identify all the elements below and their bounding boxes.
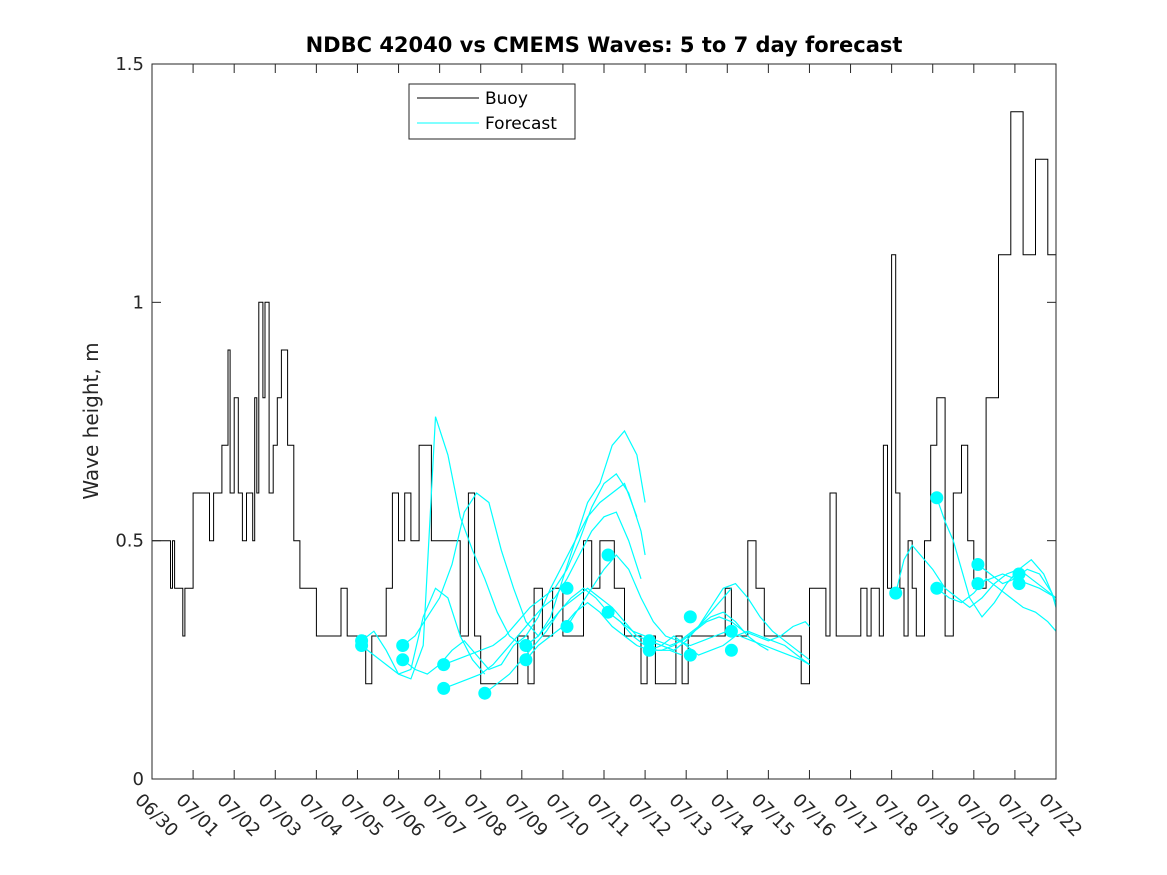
forecast-start-marker — [971, 577, 985, 591]
y-tick-label: 1 — [133, 292, 144, 313]
y-tick-label: 0.5 — [115, 531, 144, 552]
forecast-start-marker — [724, 643, 738, 657]
forecast-run-line-12 — [648, 582, 810, 661]
chart-title: NDBC 42040 vs CMEMS Waves: 5 to 7 day fo… — [306, 33, 903, 57]
forecast-start-marker — [724, 624, 738, 638]
forecast-run-line-10 — [566, 554, 810, 666]
forecast-start-marker — [601, 548, 615, 562]
forecast-run-line-13 — [648, 630, 810, 666]
forecast-run-line-16 — [936, 577, 1057, 632]
forecast-start-marker — [642, 634, 656, 648]
forecast-start-marker — [1012, 577, 1026, 591]
forecast-start-marker — [930, 491, 944, 505]
y-tick-label: 0 — [133, 769, 144, 790]
forecast-run-line-1 — [361, 416, 523, 680]
forecast-markers — [355, 491, 1026, 700]
legend: Buoy Forecast — [408, 83, 576, 140]
y-tick-label: 1.5 — [115, 54, 144, 75]
forecast-start-marker — [560, 581, 574, 595]
forecast-run-line-11 — [607, 611, 810, 647]
forecast-start-marker — [683, 610, 697, 624]
forecast-run-line-6 — [443, 511, 642, 689]
forecast-start-marker — [396, 653, 410, 667]
forecast-start-marker — [889, 586, 903, 600]
forecast-start-marker — [1012, 567, 1026, 581]
forecast-start-marker — [519, 639, 533, 652]
forecast-start-marker — [642, 643, 656, 657]
forecast-start-marker — [437, 658, 451, 672]
legend-forecast-label: Forecast — [485, 114, 557, 134]
forecast-start-marker — [560, 620, 574, 633]
forecast-start-marker — [437, 681, 451, 695]
forecast-start-marker — [519, 653, 533, 667]
forecast-start-marker — [971, 558, 985, 571]
forecast-start-marker — [478, 686, 492, 700]
buoy-series-line — [152, 111, 1057, 685]
forecast-run-line-2 — [361, 587, 486, 675]
forecast-start-marker — [601, 605, 615, 619]
forecast-run-line-15 — [936, 497, 1057, 618]
forecast-run-line-14 — [895, 544, 1057, 609]
forecast-start-marker — [683, 648, 697, 662]
forecast-start-marker — [355, 639, 369, 652]
forecast-start-marker — [396, 639, 410, 652]
forecast-run-line-5 — [443, 473, 646, 666]
legend-box — [408, 83, 576, 140]
legend-buoy-label: Buoy — [485, 89, 528, 109]
y-axis-label: Wave height, m — [79, 342, 103, 499]
forecast-start-marker — [930, 581, 944, 595]
plot-area — [152, 64, 1056, 779]
forecast-run-line-3 — [402, 429, 646, 646]
